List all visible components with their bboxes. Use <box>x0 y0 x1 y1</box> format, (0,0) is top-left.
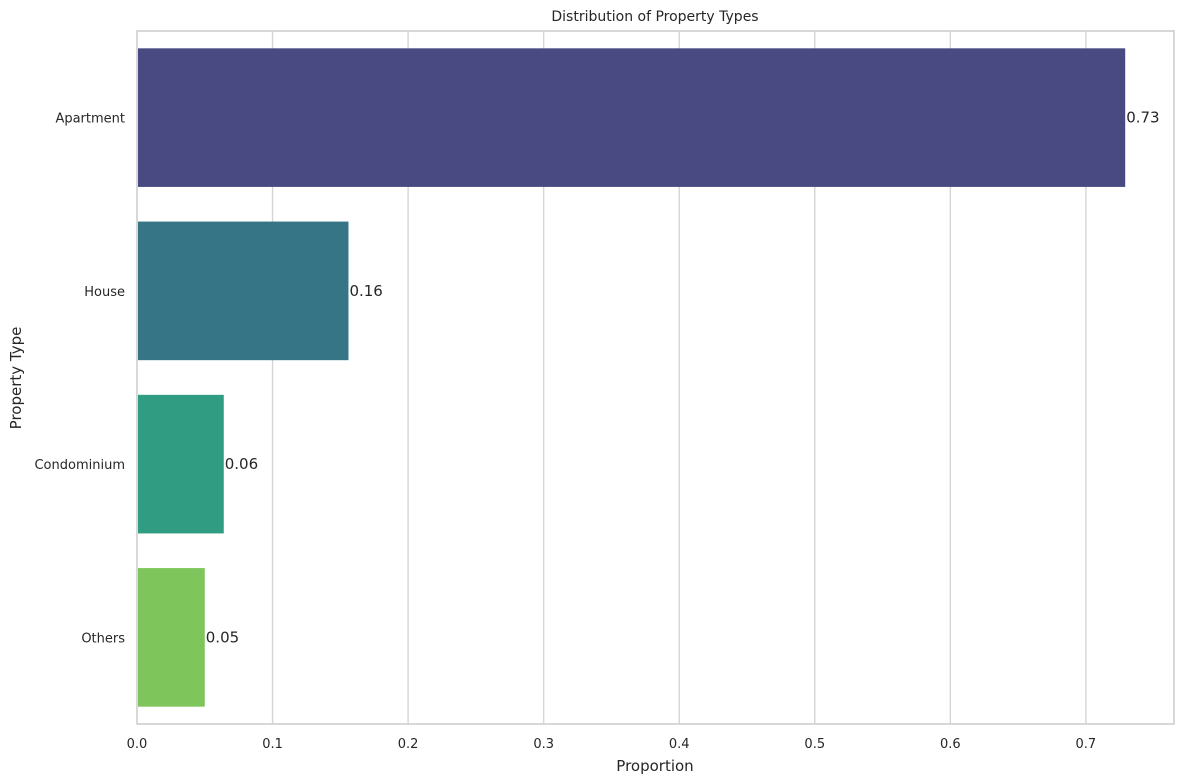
bar-apartment <box>138 48 1126 187</box>
y-tick-label: House <box>84 285 125 300</box>
data-label: 0.06 <box>225 455 258 473</box>
y-axis-label: Property Type <box>7 327 25 430</box>
x-tick-label: 0.6 <box>940 737 961 752</box>
x-tick-label: 0.1 <box>262 737 283 752</box>
data-label: 0.16 <box>349 282 382 300</box>
plot-frame <box>136 30 1175 725</box>
x-tick-label: 0.0 <box>127 737 148 752</box>
x-tick-label: 0.5 <box>804 737 825 752</box>
x-tick-label: 0.7 <box>1076 737 1097 752</box>
bar-house <box>138 221 349 361</box>
x-tick-label: 0.4 <box>669 737 690 752</box>
data-label: 0.05 <box>206 628 239 646</box>
x-tick-label: 0.3 <box>533 737 554 752</box>
y-tick-label: Others <box>81 631 125 646</box>
data-label: 0.73 <box>1126 109 1159 127</box>
data-labels: 0.73 0.16 0.06 0.05 <box>206 109 1160 647</box>
x-axis-label: Proportion <box>616 757 693 775</box>
y-tick-label: Condominium <box>34 458 125 473</box>
y-tick-label: Apartment <box>55 112 125 127</box>
x-tick-label: 0.2 <box>398 737 419 752</box>
bar-condominium <box>138 394 224 534</box>
x-tick-labels: 0.0 0.1 0.2 0.3 0.4 0.5 0.6 0.7 <box>127 737 1097 752</box>
bar-others <box>138 568 205 707</box>
y-tick-labels: Apartment House Condominium Others <box>34 112 125 647</box>
bars <box>138 48 1126 707</box>
chart-title: Distribution of Property Types <box>551 9 758 25</box>
